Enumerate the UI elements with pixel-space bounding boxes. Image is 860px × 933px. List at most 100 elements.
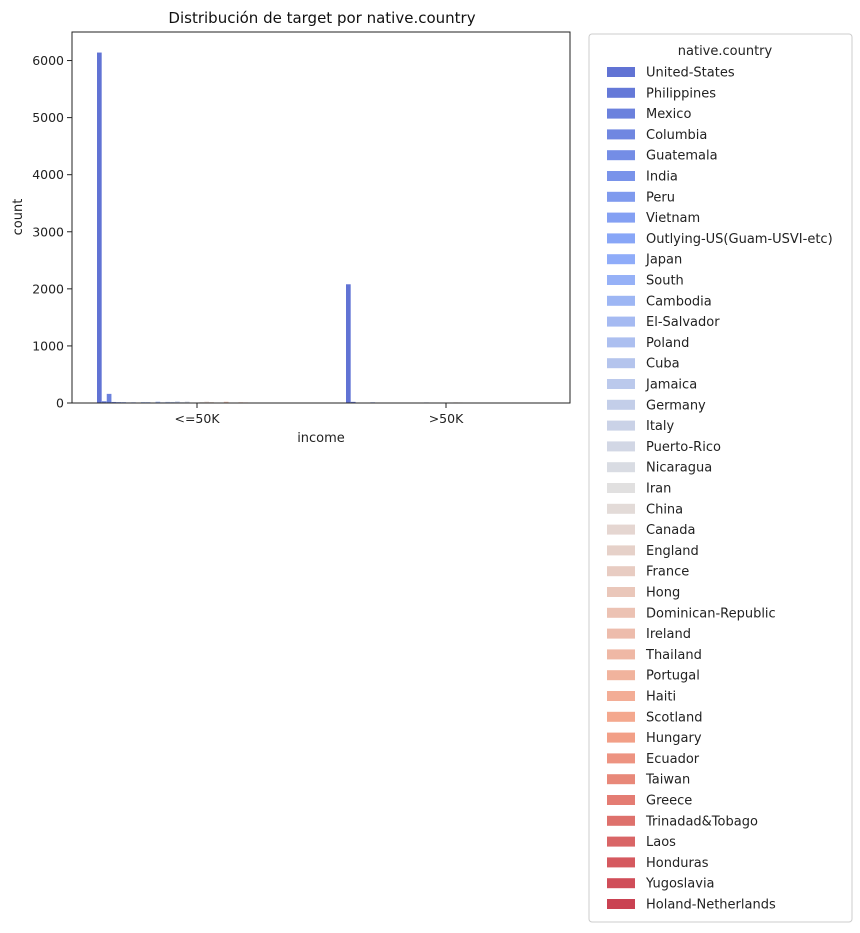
legend-swatch xyxy=(607,587,635,597)
legend-swatch xyxy=(607,316,635,327)
plot-frame xyxy=(71,31,571,404)
x-axis: <=50K >50K xyxy=(174,403,464,426)
bar xyxy=(170,401,175,403)
legend-swatch xyxy=(607,150,635,161)
legend-swatch xyxy=(607,441,635,452)
legend-label: Mexico xyxy=(646,107,691,122)
legend-swatch xyxy=(607,233,635,244)
legend-swatch xyxy=(607,628,635,639)
y-tick-label: 5000 xyxy=(32,110,64,125)
legend-swatch xyxy=(607,566,635,577)
legend-swatch xyxy=(607,67,635,77)
legend-label: Hungary xyxy=(646,731,702,746)
legend-label: China xyxy=(646,502,683,517)
chart-title: Distribución de target por native.countr… xyxy=(168,9,475,27)
legend-label: England xyxy=(646,544,699,559)
plot-area xyxy=(97,52,541,404)
legend-swatch xyxy=(607,337,635,348)
legend-label: United-States xyxy=(646,66,735,81)
legend-swatch xyxy=(607,774,635,785)
legend-swatch xyxy=(607,899,635,909)
legend-label: France xyxy=(646,565,689,580)
legend-label: Columbia xyxy=(646,128,707,143)
legend-label: El-Salvador xyxy=(646,315,720,330)
legend-swatch xyxy=(607,524,635,535)
legend-swatch xyxy=(607,87,635,98)
legend-label: Ecuador xyxy=(646,752,700,767)
legend-label: Portugal xyxy=(646,669,700,684)
bar xyxy=(346,284,351,403)
y-tick-label: 1000 xyxy=(32,338,64,353)
legend-label: Philippines xyxy=(646,86,716,101)
legend-swatch xyxy=(607,108,635,119)
legend-swatch xyxy=(607,857,635,868)
legend-label: Trinadad&Tobago xyxy=(645,814,758,829)
legend-label: Holand-Netherlands xyxy=(646,898,776,913)
legend-label: Honduras xyxy=(646,856,709,871)
legend-label: Puerto-Rico xyxy=(646,440,721,455)
legend-swatch xyxy=(607,191,635,202)
legend-swatch xyxy=(607,836,635,847)
legend-label: Jamaica xyxy=(645,378,697,393)
legend-label: Cuba xyxy=(646,357,680,372)
legend-swatch xyxy=(607,129,635,140)
legend-label: Outlying-US(Guam-USVI-etc) xyxy=(646,232,833,247)
y-tick-label: 0 xyxy=(56,396,64,411)
legend-label: Vietnam xyxy=(646,211,700,226)
legend-frame xyxy=(588,33,853,923)
y-axis: 0 1000 2000 3000 4000 5000 6000 xyxy=(32,53,72,411)
legend-swatch xyxy=(607,878,635,889)
legend-label: Greece xyxy=(646,794,692,809)
legend-swatch xyxy=(607,670,635,681)
legend-swatch xyxy=(607,691,635,701)
bar xyxy=(223,401,229,403)
x-axis-title: income xyxy=(297,431,345,446)
bar xyxy=(175,401,180,403)
legend-label: Laos xyxy=(646,835,676,850)
legend-swatch xyxy=(607,753,635,764)
y-tick-label: 6000 xyxy=(32,53,64,68)
legend-swatch xyxy=(607,171,635,181)
y-axis-title: count xyxy=(11,199,26,236)
bar xyxy=(165,401,170,403)
bar xyxy=(106,393,112,403)
legend-label: Dominican-Republic xyxy=(646,606,776,621)
legend-swatch xyxy=(607,275,635,285)
legend-swatch xyxy=(607,379,635,389)
y-tick-label: 3000 xyxy=(32,224,64,239)
legend-swatch xyxy=(607,607,635,618)
legend-swatch xyxy=(607,732,635,743)
legend-label: Japan xyxy=(645,253,682,268)
bar xyxy=(184,401,190,403)
y-tick-label: 4000 xyxy=(32,167,64,182)
legend-swatch xyxy=(607,462,635,473)
legend-label: Taiwan xyxy=(645,773,690,788)
legend-items: United-States Philippines Mexico Columbia Gu… xyxy=(607,66,833,913)
bar xyxy=(350,401,356,403)
legend-swatch xyxy=(607,295,635,306)
bar xyxy=(97,52,102,404)
legend-swatch xyxy=(607,545,635,556)
legend-label: Nicaragua xyxy=(646,461,712,476)
legend-swatch xyxy=(607,649,635,660)
x-tick-label: <=50K xyxy=(174,411,220,426)
legend-swatch xyxy=(607,212,635,223)
legend: native.country United-States Philippines M… xyxy=(588,33,853,923)
bar xyxy=(204,401,209,403)
legend-label: Scotland xyxy=(646,710,703,725)
legend-label: South xyxy=(646,274,684,289)
legend-title: native.country xyxy=(678,44,773,59)
legend-label: Ireland xyxy=(646,627,691,642)
legend-swatch xyxy=(607,503,635,514)
legend-label: Canada xyxy=(646,523,695,538)
legend-label: India xyxy=(646,170,678,185)
legend-swatch xyxy=(607,399,635,410)
legend-swatch xyxy=(607,815,635,826)
bar xyxy=(101,401,107,403)
x-tick-label: >50K xyxy=(429,411,464,426)
legend-label: Guatemala xyxy=(646,149,718,164)
legend-label: Poland xyxy=(646,336,689,351)
legend-swatch xyxy=(607,420,635,431)
legend-label: Cambodia xyxy=(646,294,712,309)
legend-label: Hong xyxy=(646,586,680,601)
